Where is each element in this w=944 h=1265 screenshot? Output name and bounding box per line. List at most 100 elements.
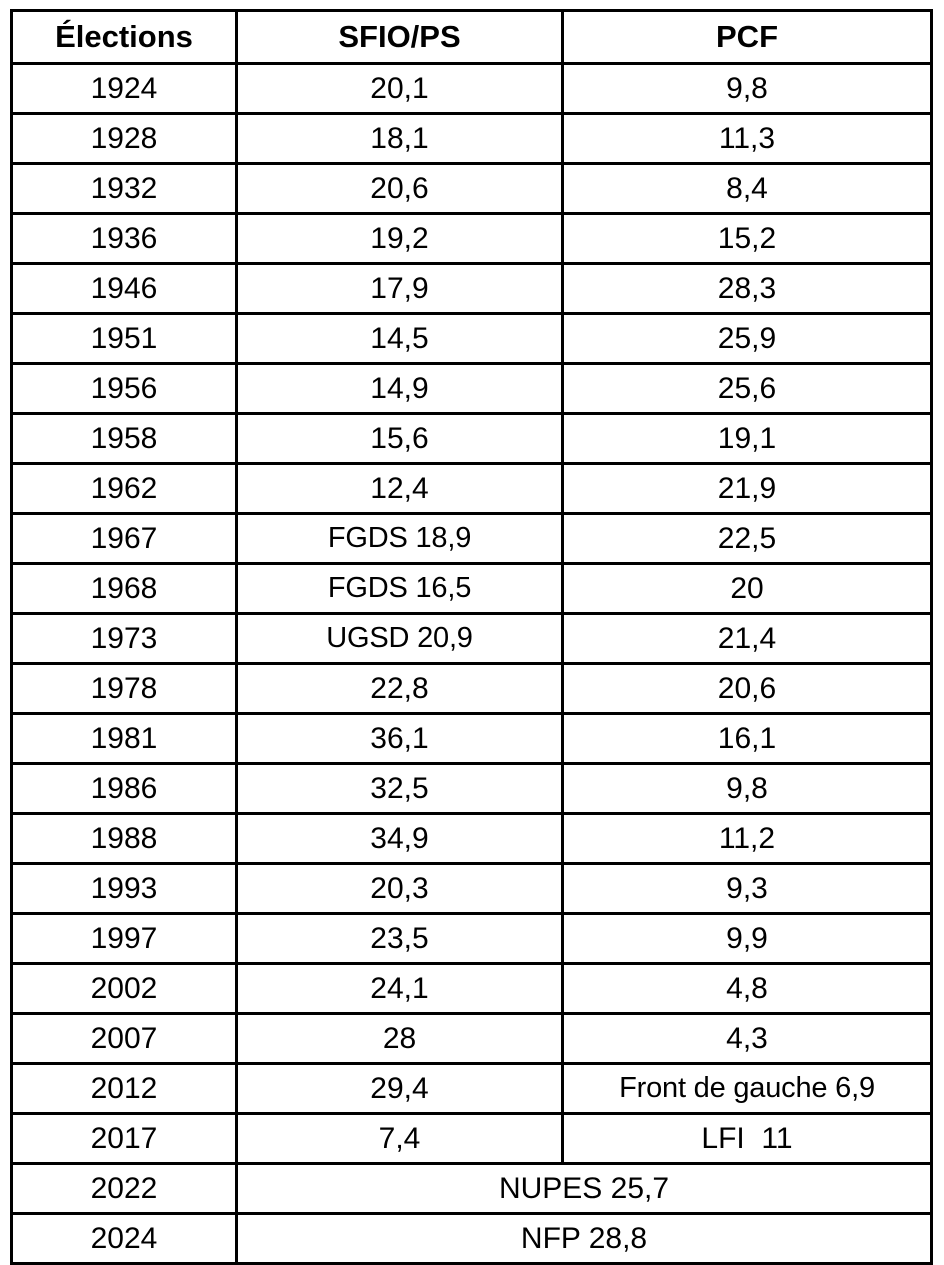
cell-sfio-ps-result: 19,2 <box>235 212 564 265</box>
cell-sfio-ps-result: 7,4 <box>235 1112 564 1165</box>
cell-election-year: 2012 <box>10 1062 238 1115</box>
cell-sfio-ps-result: 22,8 <box>235 662 564 715</box>
table-row: 1936 19,2 15,2 <box>10 212 933 265</box>
table-row: 1958 15,6 19,1 <box>10 412 933 465</box>
cell-sfio-ps-result: 12,4 <box>235 462 564 515</box>
cell-sfio-ps-result: 20,3 <box>235 862 564 915</box>
elections-results-table: Élections SFIO/PS PCF 1924 20,1 9,8 1928 18,… <box>10 9 933 1265</box>
table-row: 2012 29,4 Front de gauche 6,9 <box>10 1062 933 1115</box>
cell-election-year: 1951 <box>10 312 238 365</box>
cell-sfio-ps-result: 15,6 <box>235 412 564 465</box>
cell-pcf-result: 9,8 <box>561 762 933 815</box>
cell-election-year: 1978 <box>10 662 238 715</box>
table-row: 1993 20,3 9,3 <box>10 862 933 915</box>
cell-sfio-ps-result: 34,9 <box>235 812 564 865</box>
table-row: 1968 FGDS 16,5 20 <box>10 562 933 615</box>
cell-election-year: 1932 <box>10 162 238 215</box>
cell-pcf-result: 25,6 <box>561 362 933 415</box>
table-row: 1956 14,9 25,6 <box>10 362 933 415</box>
cell-election-year: 1958 <box>10 412 238 465</box>
cell-election-year: 1928 <box>10 112 238 165</box>
table-row: 1928 18,1 11,3 <box>10 112 933 165</box>
cell-pcf-result: 20,6 <box>561 662 933 715</box>
table-row: 1967 FGDS 18,9 22,5 <box>10 512 933 565</box>
cell-sfio-ps-result: 28 <box>235 1012 564 1065</box>
cell-sfio-ps-result: 14,5 <box>235 312 564 365</box>
table-row: 1924 20,1 9,8 <box>10 62 933 115</box>
cell-election-year: 2024 <box>10 1212 238 1265</box>
cell-pcf-result: 9,8 <box>561 62 933 115</box>
column-header-sfio-ps: SFIO/PS <box>235 9 564 65</box>
cell-election-year: 1981 <box>10 712 238 765</box>
cell-pcf-result: 11,2 <box>561 812 933 865</box>
cell-election-year: 1973 <box>10 612 238 665</box>
cell-pcf-result: 15,2 <box>561 212 933 265</box>
table-row: 2022 NUPES 25,7 <box>10 1162 933 1215</box>
table-row: 1997 23,5 9,9 <box>10 912 933 965</box>
cell-pcf-result: 4,3 <box>561 1012 933 1065</box>
cell-pcf-result: 22,5 <box>561 512 933 565</box>
cell-pcf-result: 21,4 <box>561 612 933 665</box>
cell-sfio-ps-result: 32,5 <box>235 762 564 815</box>
cell-pcf-result: LFI 11 <box>561 1112 933 1165</box>
cell-election-year: 1993 <box>10 862 238 915</box>
cell-election-year: 2007 <box>10 1012 238 1065</box>
table-row: 1932 20,6 8,4 <box>10 162 933 215</box>
cell-election-year: 1946 <box>10 262 238 315</box>
column-header-pcf: PCF <box>561 9 933 65</box>
cell-sfio-ps-result: UGSD 20,9 <box>235 612 564 665</box>
cell-sfio-ps-result: 18,1 <box>235 112 564 165</box>
table-row: 1973 UGSD 20,9 21,4 <box>10 612 933 665</box>
table-row: 2007 28 4,3 <box>10 1012 933 1065</box>
table-row: 1951 14,5 25,9 <box>10 312 933 365</box>
cell-sfio-ps-result: 24,1 <box>235 962 564 1015</box>
cell-sfio-ps-result: 20,1 <box>235 62 564 115</box>
table-row: 2017 7,4 LFI 11 <box>10 1112 933 1165</box>
cell-pcf-result: 11,3 <box>561 112 933 165</box>
table-row: 1981 36,1 16,1 <box>10 712 933 765</box>
cell-pcf-result: 9,9 <box>561 912 933 965</box>
cell-election-year: 1988 <box>10 812 238 865</box>
elections-table-container: Élections SFIO/PS PCF 1924 20,1 9,8 1928 18,… <box>10 9 933 1265</box>
table-body: 1924 20,1 9,8 1928 18,1 11,3 1932 20,6 8,4 1936 19… <box>10 62 933 1265</box>
cell-sfio-ps-result: 20,6 <box>235 162 564 215</box>
cell-pcf-result: 25,9 <box>561 312 933 365</box>
cell-pcf-result: 28,3 <box>561 262 933 315</box>
cell-pcf-result: 20 <box>561 562 933 615</box>
cell-sfio-ps-result: FGDS 16,5 <box>235 562 564 615</box>
cell-sfio-ps-result: 36,1 <box>235 712 564 765</box>
cell-sfio-ps-result: FGDS 18,9 <box>235 512 564 565</box>
cell-pcf-result: 9,3 <box>561 862 933 915</box>
cell-election-year: 1956 <box>10 362 238 415</box>
cell-combined-left-result: NFP 28,8 <box>235 1212 933 1265</box>
cell-pcf-result: Front de gauche 6,9 <box>561 1062 933 1115</box>
cell-election-year: 1967 <box>10 512 238 565</box>
cell-election-year: 2017 <box>10 1112 238 1165</box>
table-row: 2002 24,1 4,8 <box>10 962 933 1015</box>
cell-pcf-result: 19,1 <box>561 412 933 465</box>
cell-election-year: 1962 <box>10 462 238 515</box>
cell-pcf-result: 21,9 <box>561 462 933 515</box>
cell-election-year: 1968 <box>10 562 238 615</box>
cell-sfio-ps-result: 14,9 <box>235 362 564 415</box>
cell-sfio-ps-result: 23,5 <box>235 912 564 965</box>
cell-pcf-result: 16,1 <box>561 712 933 765</box>
cell-sfio-ps-result: 17,9 <box>235 262 564 315</box>
cell-pcf-result: 4,8 <box>561 962 933 1015</box>
table-header: Élections SFIO/PS PCF <box>10 9 933 65</box>
table-row: 1946 17,9 28,3 <box>10 262 933 315</box>
cell-pcf-result: 8,4 <box>561 162 933 215</box>
cell-election-year: 2022 <box>10 1162 238 1215</box>
cell-election-year: 2002 <box>10 962 238 1015</box>
table-row: 1986 32,5 9,8 <box>10 762 933 815</box>
table-row: 1962 12,4 21,9 <box>10 462 933 515</box>
cell-sfio-ps-result: 29,4 <box>235 1062 564 1115</box>
table-row: 2024 NFP 28,8 <box>10 1212 933 1265</box>
header-row: Élections SFIO/PS PCF <box>10 9 933 65</box>
cell-election-year: 1924 <box>10 62 238 115</box>
cell-election-year: 1997 <box>10 912 238 965</box>
table-row: 1978 22,8 20,6 <box>10 662 933 715</box>
cell-election-year: 1986 <box>10 762 238 815</box>
cell-election-year: 1936 <box>10 212 238 265</box>
table-row: 1988 34,9 11,2 <box>10 812 933 865</box>
